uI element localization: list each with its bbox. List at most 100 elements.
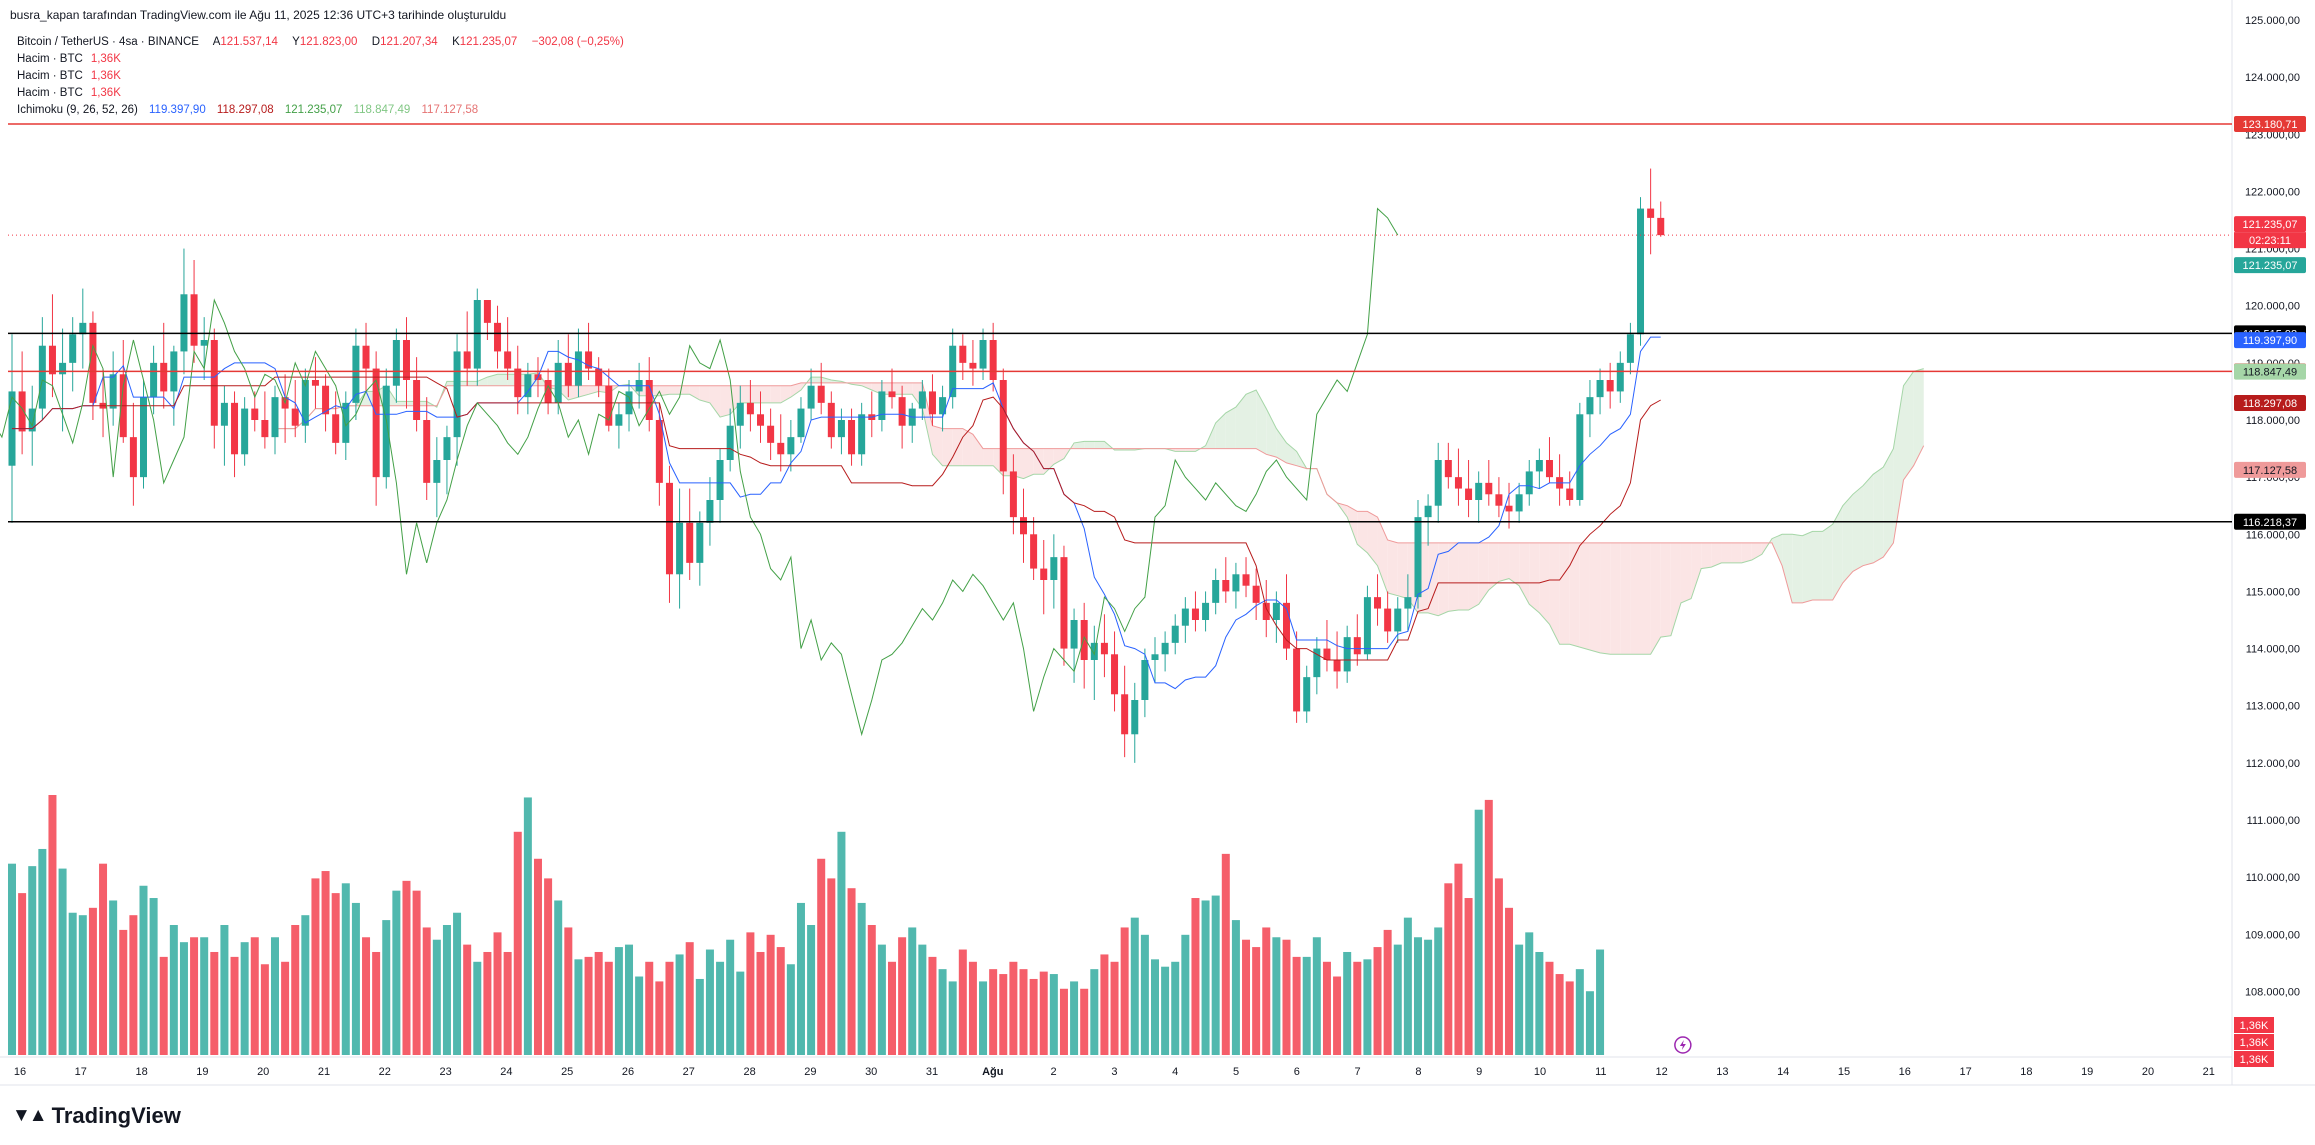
volume-bar bbox=[200, 937, 209, 1055]
candle bbox=[1616, 351, 1624, 403]
cloud-segment bbox=[1842, 494, 1853, 583]
volume-label[interactable]: Hacim · BTC bbox=[17, 87, 83, 99]
time-tick-label: 18 bbox=[2020, 1066, 2032, 1078]
volume-value: 1,36K bbox=[90, 53, 121, 65]
candle bbox=[1637, 197, 1645, 346]
candle-body bbox=[241, 408, 249, 455]
candle-body bbox=[231, 402, 239, 455]
cloud-segment bbox=[1640, 542, 1651, 655]
candle-body bbox=[261, 420, 269, 438]
candle bbox=[858, 402, 866, 466]
cloud-segment bbox=[699, 385, 710, 403]
candle bbox=[837, 408, 845, 455]
volume-bar bbox=[139, 885, 148, 1055]
time-tick-label: 24 bbox=[500, 1066, 512, 1078]
candle-body bbox=[1303, 677, 1311, 712]
volume-bar bbox=[1100, 954, 1109, 1055]
volume-bar bbox=[190, 937, 199, 1055]
time-tick-label: 8 bbox=[1415, 1066, 1421, 1078]
price-label: 119.397,90 bbox=[2243, 335, 2297, 347]
cloud-segment bbox=[669, 385, 680, 395]
span-a-value: 118.847,49 bbox=[353, 104, 411, 116]
candle-body bbox=[352, 345, 360, 403]
volume-bar bbox=[726, 939, 735, 1055]
candle-body bbox=[807, 385, 815, 409]
price-label-bg bbox=[2234, 332, 2306, 349]
ichimoku-label[interactable]: Ichimoku (9, 26, 52, 26) bbox=[17, 104, 138, 116]
volume-label[interactable]: Hacim · BTC bbox=[17, 53, 83, 65]
volume-bar bbox=[938, 969, 947, 1055]
volume-bar bbox=[574, 959, 583, 1055]
volume-bar bbox=[1373, 947, 1382, 1055]
candle-body bbox=[413, 380, 421, 420]
volume-bar bbox=[1545, 961, 1554, 1055]
cloud-segment bbox=[902, 382, 913, 395]
candle-body bbox=[180, 294, 188, 352]
candle-body bbox=[69, 334, 77, 363]
candle bbox=[1303, 665, 1311, 723]
legend-symbol-row[interactable]: Bitcoin / TetherUS · 4sa · BINANCE A121.… bbox=[17, 34, 624, 51]
volume-bar bbox=[68, 912, 77, 1055]
cloud-segment bbox=[1266, 408, 1277, 458]
candle bbox=[291, 380, 299, 438]
candle bbox=[1040, 540, 1048, 615]
volume-bar bbox=[1383, 929, 1392, 1055]
candle bbox=[797, 397, 805, 443]
legend-volume-row[interactable]: Hacim · BTC 1,36K bbox=[17, 51, 624, 68]
volume-bar bbox=[999, 974, 1008, 1055]
candle bbox=[1323, 620, 1331, 672]
candle-body bbox=[797, 408, 805, 438]
time-tick-label: 30 bbox=[865, 1066, 877, 1078]
chikou-value: 121.235,07 bbox=[284, 104, 343, 116]
time-tick-label: 12 bbox=[1655, 1066, 1667, 1078]
volume-bar bbox=[817, 858, 826, 1055]
cloud-segment bbox=[1529, 542, 1540, 613]
price-tick-label: 118.000,00 bbox=[2246, 415, 2300, 427]
symbol-label[interactable]: Bitcoin / TetherUS · 4sa · BINANCE bbox=[17, 36, 199, 48]
candle bbox=[706, 477, 714, 546]
candle bbox=[99, 368, 107, 438]
volume-bar bbox=[1312, 937, 1321, 1055]
candle bbox=[827, 391, 835, 449]
candle-body bbox=[1434, 460, 1442, 506]
volume-label[interactable]: Hacim · BTC bbox=[17, 70, 83, 82]
volume-bar bbox=[898, 937, 907, 1055]
volume-bar bbox=[48, 795, 57, 1055]
legend-volume-row[interactable]: Hacim · BTC 1,36K bbox=[17, 85, 624, 102]
candle-body bbox=[1282, 602, 1290, 649]
candle bbox=[1515, 482, 1523, 523]
candle bbox=[241, 397, 249, 466]
candle-body bbox=[1171, 625, 1179, 643]
cloud-segment bbox=[1903, 371, 1914, 480]
volume-bar bbox=[796, 902, 805, 1055]
cloud-segment bbox=[467, 381, 478, 386]
candle bbox=[1090, 625, 1098, 700]
time-tick-label: 7 bbox=[1355, 1066, 1361, 1078]
price-tick-label: 110.000,00 bbox=[2246, 872, 2300, 884]
candle-body bbox=[210, 340, 218, 426]
volume-bar bbox=[311, 878, 320, 1055]
candle-body bbox=[1525, 471, 1533, 495]
candle bbox=[271, 385, 279, 455]
price-label: 121.235,07 bbox=[2242, 260, 2297, 272]
candle bbox=[564, 334, 572, 398]
volume-bar bbox=[1525, 932, 1534, 1055]
candle bbox=[1202, 591, 1210, 632]
volume-bar bbox=[281, 961, 290, 1055]
candle bbox=[1384, 591, 1392, 643]
volume-bar bbox=[88, 907, 97, 1055]
volume-bar bbox=[473, 961, 482, 1055]
candle-body bbox=[129, 437, 137, 478]
candle-body bbox=[271, 397, 279, 438]
price-tick-label: 108.000,00 bbox=[2245, 986, 2300, 998]
tradingview-logo[interactable]: ▼▲ TradingView bbox=[12, 1103, 181, 1129]
legend-volume-row[interactable]: Hacim · BTC 1,36K bbox=[17, 68, 624, 85]
volume-bar bbox=[1009, 961, 1018, 1055]
volume-bar bbox=[614, 947, 623, 1055]
volume-bar bbox=[392, 890, 401, 1055]
legend-ichimoku-row[interactable]: Ichimoku (9, 26, 52, 26) 119.397,90 118.… bbox=[17, 102, 624, 119]
volume-bar bbox=[705, 949, 714, 1055]
candle bbox=[878, 380, 886, 432]
candle bbox=[18, 351, 26, 455]
